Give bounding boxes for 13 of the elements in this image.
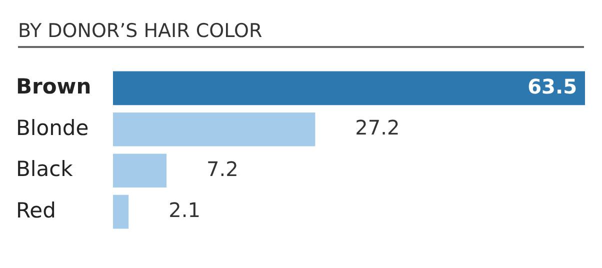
chart-title: BY DONOR’S HAIR COLOR xyxy=(18,20,584,48)
bar xyxy=(113,71,585,106)
y-tick-label: Brown xyxy=(16,74,92,99)
y-tick-label: Blonde xyxy=(16,116,89,140)
data-label: 27.2 xyxy=(355,116,400,140)
data-label: 63.5 xyxy=(528,74,577,98)
y-tick-label: Black xyxy=(16,157,74,182)
bar xyxy=(113,112,316,146)
data-label: 7.2 xyxy=(206,156,238,181)
bar xyxy=(113,194,129,229)
y-tick-label: Red xyxy=(16,198,56,222)
bar xyxy=(113,154,167,188)
data-label: 2.1 xyxy=(168,198,200,222)
